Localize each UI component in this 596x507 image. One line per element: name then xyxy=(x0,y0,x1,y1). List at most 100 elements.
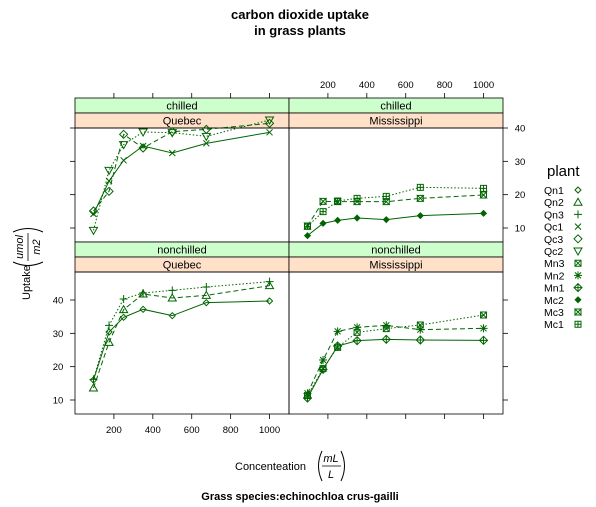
legend-symbol xyxy=(574,271,582,280)
point-Mc2-1 xyxy=(319,219,327,227)
legend-item-Qc2: Qc2 xyxy=(544,246,583,258)
x-tick-label-bottom: 600 xyxy=(184,425,200,436)
point-Mn1-3 xyxy=(352,335,362,346)
legend-label: Mn2 xyxy=(544,270,565,282)
legend-label: Mn1 xyxy=(544,283,565,295)
x-tick-label-bottom: 1000 xyxy=(259,425,280,436)
series-Mn3 xyxy=(303,311,488,400)
point-Qc2-2 xyxy=(118,141,129,150)
x-axis-title: Concenteation xyxy=(235,461,306,473)
point-Mn1-5 xyxy=(415,335,426,345)
legend-item-Mn3: Mn3 xyxy=(544,258,582,270)
point-Mc1-1 xyxy=(319,208,327,216)
x-tick-label-bottom: 200 xyxy=(106,425,122,436)
point-Qn2-6 xyxy=(264,280,275,290)
strip-type-label: Quebec xyxy=(163,116,202,128)
legend: plant Qn1Qn2Qn3Qc1Qc3Qc2Mn3Mn2Mn1Mc2Mc3M… xyxy=(544,163,583,331)
point-Qc1-2 xyxy=(120,156,127,164)
point-Mn3-0 xyxy=(303,392,311,400)
series-line-Mn1 xyxy=(307,338,484,399)
chart-subtitle: Grass species:echinochloa crus-gailli xyxy=(201,491,398,503)
point-Qn3-2 xyxy=(119,295,128,303)
point-Qn1-4 xyxy=(168,311,176,320)
legend-label: Qc3 xyxy=(544,234,563,246)
legend-title: plant xyxy=(547,163,580,180)
series-line-Mc2 xyxy=(307,212,484,237)
point-Mc3-5 xyxy=(416,194,425,202)
x-tick-label-bottom: 400 xyxy=(145,425,161,436)
point-Qc2-3 xyxy=(138,128,148,138)
legend-item-Mn1: Mn1 xyxy=(544,282,583,295)
point-Qc3-1 xyxy=(104,186,114,197)
point-Mc2-5 xyxy=(416,212,424,220)
point-Qn3-0 xyxy=(89,375,98,384)
series-Mn1 xyxy=(302,334,489,403)
legend-label: Mc2 xyxy=(544,295,564,307)
panel-nonchilled-mississippi: nonchilled Mississippi xyxy=(288,241,504,415)
x-unit-denominator: L xyxy=(328,469,334,481)
legend-item-Qc3: Qc3 xyxy=(544,234,583,246)
legend-symbol xyxy=(574,296,582,304)
point-Mn3-2 xyxy=(334,343,342,351)
y-axis-label: Uptake umol m2 xyxy=(12,228,44,300)
point-Mc2-6 xyxy=(479,209,488,217)
strip-type-label: Mississippi xyxy=(369,260,422,272)
point-Qn2-0 xyxy=(88,382,99,392)
point-Qn3-1 xyxy=(105,321,114,330)
y-unit-numerator: umol xyxy=(14,235,26,259)
strip-type-label: Quebec xyxy=(163,260,202,272)
series-Mc3 xyxy=(303,191,488,230)
y-tick-label-left: 40 xyxy=(53,296,64,307)
point-Qn1-3 xyxy=(139,305,147,314)
x-tick-label-bottom: 800 xyxy=(223,425,239,436)
series-Qn1 xyxy=(89,297,274,384)
x-axis-label: Concenteation mL L xyxy=(235,450,345,482)
point-Mc3-1 xyxy=(318,197,328,205)
legend-item-Qc1: Qc1 xyxy=(544,222,582,234)
point-Qn3-6 xyxy=(265,277,274,286)
y-tick-label-left: 30 xyxy=(53,329,64,340)
legend-symbol xyxy=(574,259,582,267)
point-Qc1-4 xyxy=(168,149,176,157)
series-Qc2 xyxy=(88,116,275,236)
series-Qc3 xyxy=(88,118,275,216)
point-Mc1-5 xyxy=(416,183,424,191)
legend-item-Mc3: Mc3 xyxy=(544,307,583,319)
strip-treatment-label: chilled xyxy=(166,101,197,113)
point-Qc3-2 xyxy=(118,129,129,140)
series-Qn3 xyxy=(89,277,274,384)
x-unit-paren-right xyxy=(340,450,345,482)
point-Mc1-6 xyxy=(480,184,488,192)
legend-item-Qn2: Qn2 xyxy=(544,197,583,209)
panel-chilled-mississippi: chilled Mississippi xyxy=(288,97,504,243)
point-Qn1-5 xyxy=(202,298,211,307)
legend-symbol xyxy=(574,320,582,328)
point-Mn2-6 xyxy=(479,324,488,333)
x-tick-label-top: 800 xyxy=(437,80,453,91)
series-Mn2 xyxy=(303,321,488,398)
y-tick-label-left: 20 xyxy=(53,362,64,373)
point-Mc2-3 xyxy=(353,214,361,222)
chart-title-line-2: in grass plants xyxy=(254,23,346,38)
y-unit-denominator: m2 xyxy=(31,239,43,254)
point-Mn3-3 xyxy=(353,328,361,336)
point-Mn3-1 xyxy=(319,365,327,373)
legend-symbol xyxy=(573,282,583,293)
y-unit-paren-left xyxy=(12,261,44,266)
point-Mn2-3 xyxy=(353,323,362,332)
panel-frame xyxy=(74,271,290,415)
panel-chilled-quebec: chilled Quebec xyxy=(74,97,290,243)
chart-title-line-1: carbon dioxide uptake xyxy=(231,7,369,22)
point-Qc2-0 xyxy=(88,226,99,236)
x-tick-label-top: 400 xyxy=(359,80,375,91)
legend-item-Qn3: Qn3 xyxy=(544,209,582,221)
legend-label: Mc3 xyxy=(544,307,564,319)
series-line-Qc1 xyxy=(93,131,270,215)
legend-label: Qn3 xyxy=(544,209,564,221)
series-line-Mn2 xyxy=(307,324,484,394)
legend-symbol xyxy=(574,223,582,230)
series-line-Mc1 xyxy=(307,186,484,227)
panel-nonchilled-quebec: nonchilled Quebec xyxy=(74,241,290,415)
series-line-Mn3 xyxy=(307,314,484,396)
